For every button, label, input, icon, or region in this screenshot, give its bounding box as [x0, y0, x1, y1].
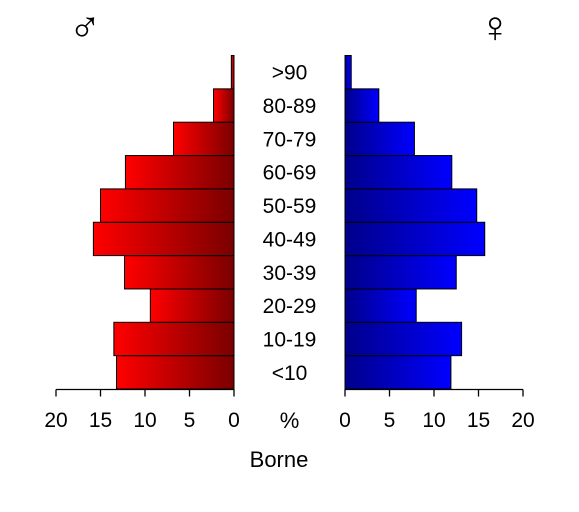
age-group-label: 70-79 — [263, 128, 317, 151]
male-axis: 0 5 10 15 20 — [44, 388, 240, 432]
male-symbol: ♂ — [69, 3, 102, 52]
male-axis-tick-label: 5 — [184, 409, 196, 432]
female-bar-80-89 — [344, 88, 380, 123]
male-bar-<10 — [116, 355, 235, 390]
male-bars — [92, 55, 235, 390]
female-axis-tick-label: 0 — [339, 409, 351, 432]
age-group-label: 10-19 — [263, 328, 317, 351]
female-bar-60-69 — [344, 155, 453, 190]
male-axis-tick-label: 20 — [44, 409, 67, 432]
age-group-label: <10 — [272, 362, 308, 385]
female-bar-70-79 — [344, 121, 415, 157]
female-axis-tick-label: 5 — [384, 409, 396, 432]
female-bars — [344, 55, 486, 390]
female-axis: 0 5 10 15 20 — [339, 388, 535, 432]
male-axis-tick-label: 10 — [133, 409, 156, 432]
female-bar-50-59 — [344, 188, 478, 223]
age-group-label: 50-59 — [263, 195, 317, 218]
male-bar-80-89 — [213, 88, 235, 123]
age-group-label: 20-29 — [263, 295, 317, 318]
female-axis-tick-label: 15 — [467, 409, 490, 432]
male-bar->90 — [230, 55, 235, 90]
male-axis-tick-label: 0 — [228, 409, 240, 432]
age-group-label: >90 — [272, 62, 308, 85]
male-bar-40-49 — [92, 221, 235, 257]
female-bar-10-19 — [344, 321, 463, 357]
female-axis-tick-label: 10 — [422, 409, 445, 432]
male-bar-50-59 — [100, 188, 235, 223]
female-bar-30-39 — [344, 255, 457, 290]
age-group-labels: <10 10-19 20-29 30-39 40-49 50-59 60-69 70-79 80… — [263, 62, 317, 385]
age-group-label: 60-69 — [263, 162, 317, 185]
female-axis-tick-label: 20 — [511, 409, 534, 432]
age-group-label: 30-39 — [263, 262, 317, 285]
female-bar-20-29 — [344, 288, 417, 323]
unit-label: % — [280, 408, 300, 433]
age-group-label: 40-49 — [263, 228, 317, 251]
male-bar-10-19 — [113, 321, 235, 357]
female-bar-<10 — [344, 355, 452, 390]
female-bar->90 — [344, 55, 352, 90]
x-axis-title: Borne — [250, 447, 309, 472]
male-bar-20-29 — [149, 288, 235, 323]
male-bar-70-79 — [172, 121, 235, 157]
male-bar-60-69 — [124, 155, 235, 190]
age-group-label: 80-89 — [263, 95, 317, 118]
male-bar-30-39 — [124, 255, 235, 290]
female-bar-40-49 — [344, 221, 486, 257]
female-symbol: ♀ — [479, 3, 512, 52]
male-axis-tick-label: 15 — [89, 409, 112, 432]
